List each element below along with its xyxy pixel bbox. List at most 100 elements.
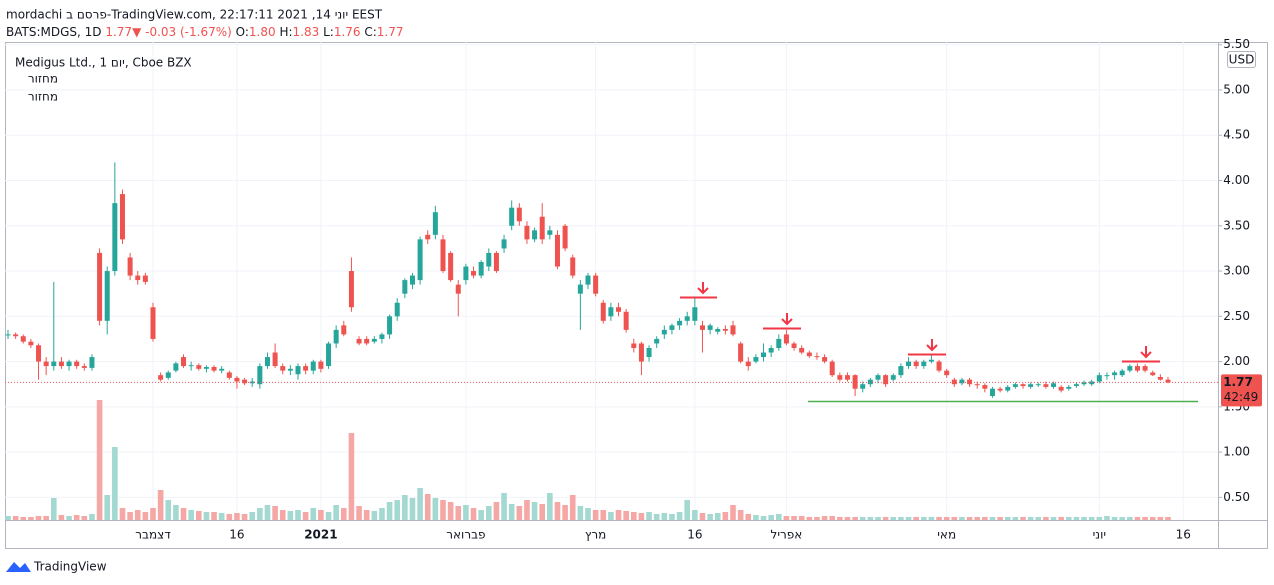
volume-bar — [203, 512, 210, 520]
candle-body — [867, 379, 873, 385]
ohlc-value: 1.77 — [377, 25, 404, 39]
volume-bar — [211, 512, 217, 520]
candle-body — [272, 352, 278, 367]
candle-body — [432, 212, 438, 235]
candle-body — [58, 361, 64, 367]
volume-bar — [707, 514, 713, 520]
volume-bar — [837, 517, 843, 520]
volume-bar — [753, 515, 759, 520]
volume-bar — [379, 508, 385, 520]
volume-bar — [142, 512, 149, 520]
volume-bar — [470, 508, 477, 520]
volume-bar — [1104, 516, 1110, 520]
volume-bar — [150, 508, 156, 520]
candle-body — [1073, 384, 1079, 387]
candle-body — [249, 381, 255, 384]
candle-body — [280, 366, 286, 371]
candle-body — [326, 343, 332, 367]
candle-body — [478, 261, 484, 276]
y-tick-label: 4.50 — [1223, 128, 1250, 142]
candle-body — [173, 363, 179, 371]
volume-bar — [89, 514, 95, 520]
volume-bar — [669, 514, 675, 520]
volume-bar — [356, 506, 362, 520]
change: -0.03 (-1.67%) — [145, 25, 232, 39]
volume-bar — [1035, 517, 1042, 520]
candle-body — [799, 347, 805, 353]
volume-bar — [318, 510, 324, 520]
candle-body — [20, 336, 26, 342]
candle-body — [348, 271, 354, 308]
candle-body — [181, 357, 187, 367]
volume-bar — [1157, 517, 1164, 520]
volume-bar — [821, 516, 828, 520]
volume-bar — [104, 495, 111, 520]
candle-body — [822, 357, 828, 362]
candle-body — [532, 230, 538, 240]
symbol-legend: BATS:MDGS, 1D 1.77▼ -0.03 (-1.67%) O:1.8… — [6, 25, 404, 39]
candle-body — [310, 361, 316, 371]
candle-body — [257, 366, 263, 385]
candle-body — [341, 325, 347, 335]
candle-body — [364, 338, 370, 344]
candle-body — [97, 252, 103, 321]
volume-bar — [455, 506, 462, 520]
volume-bar — [737, 510, 744, 520]
candle-body — [1157, 376, 1163, 380]
volume-bar — [1065, 517, 1072, 520]
x-tick-label: מאי — [937, 528, 956, 542]
candle-body — [1043, 384, 1049, 387]
y-tick-label: 3.50 — [1223, 218, 1250, 232]
candle-body — [486, 252, 492, 267]
candle-body — [74, 361, 80, 367]
candle-body — [1005, 386, 1011, 391]
volume-bar — [295, 510, 301, 520]
candle-body — [913, 361, 919, 367]
volume-bar — [1004, 517, 1011, 520]
candle-body — [89, 357, 95, 368]
candle-body — [906, 361, 912, 367]
volume-bar — [1058, 517, 1064, 520]
candle-body — [1066, 386, 1072, 389]
volume-bar — [913, 517, 919, 520]
candle-body — [13, 334, 19, 337]
x-tick-label: 16 — [1176, 528, 1191, 542]
x-tick-label: דצמבר — [135, 528, 171, 542]
x-tick-label: אפריל — [771, 528, 803, 542]
volume-bar — [165, 500, 172, 520]
x-tick-label: פברואר — [446, 528, 485, 542]
volume-bar — [1027, 517, 1034, 520]
volume-bar — [539, 504, 546, 520]
volume-bar — [257, 508, 263, 520]
volume-bar — [157, 490, 164, 520]
volume-bar — [440, 500, 446, 520]
candle-body — [242, 379, 248, 384]
volume-bar — [684, 500, 691, 520]
volume-bar — [814, 517, 820, 520]
volume-bar — [806, 517, 813, 520]
volume-bar — [1127, 517, 1133, 520]
volume-bar — [638, 513, 645, 520]
candle-body — [738, 343, 744, 362]
candle-body — [928, 359, 934, 362]
volume-bar — [279, 510, 286, 520]
volume-bar — [1111, 517, 1118, 520]
volume-bar — [478, 510, 484, 520]
candle-body — [669, 325, 675, 330]
volume-bar — [188, 510, 194, 520]
grid — [5, 42, 1218, 520]
candle-body — [379, 334, 385, 339]
volume-bar — [50, 498, 57, 520]
volume-bar — [1096, 517, 1103, 520]
candle-body — [791, 343, 797, 348]
candle-body — [28, 341, 34, 346]
candle-body — [1127, 366, 1133, 371]
volume-bar — [875, 517, 881, 520]
candle-body — [616, 307, 622, 312]
candle-body — [501, 239, 507, 249]
candle-body — [493, 252, 499, 272]
candle-body — [562, 225, 568, 249]
candle-body — [783, 334, 789, 344]
